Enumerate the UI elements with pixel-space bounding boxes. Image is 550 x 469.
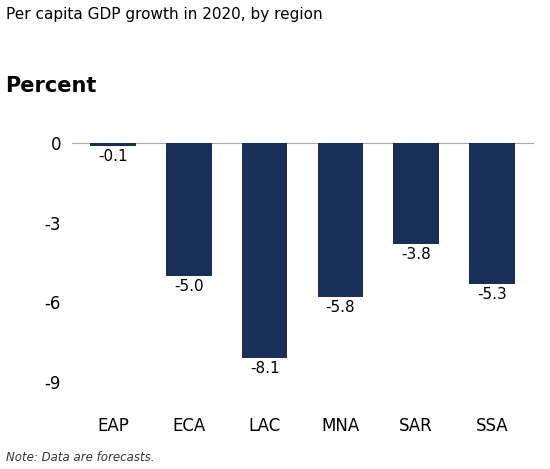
Bar	[393, 143, 439, 244]
Text: -0.1: -0.1	[98, 149, 128, 164]
Bar	[469, 143, 515, 284]
Text: -3.8: -3.8	[402, 247, 431, 262]
Bar	[90, 143, 136, 146]
Text: -8.1: -8.1	[250, 362, 279, 377]
Text: Note: Data are forecasts.: Note: Data are forecasts.	[6, 451, 154, 464]
Text: Percent: Percent	[6, 76, 97, 96]
Text: -5.3: -5.3	[477, 287, 507, 302]
Bar	[166, 143, 212, 276]
Bar	[318, 143, 363, 297]
Bar	[242, 143, 287, 358]
Text: -5.0: -5.0	[174, 279, 204, 294]
Text: Per capita GDP growth in 2020, by region: Per capita GDP growth in 2020, by region	[6, 7, 322, 22]
Text: -5.8: -5.8	[326, 300, 355, 315]
